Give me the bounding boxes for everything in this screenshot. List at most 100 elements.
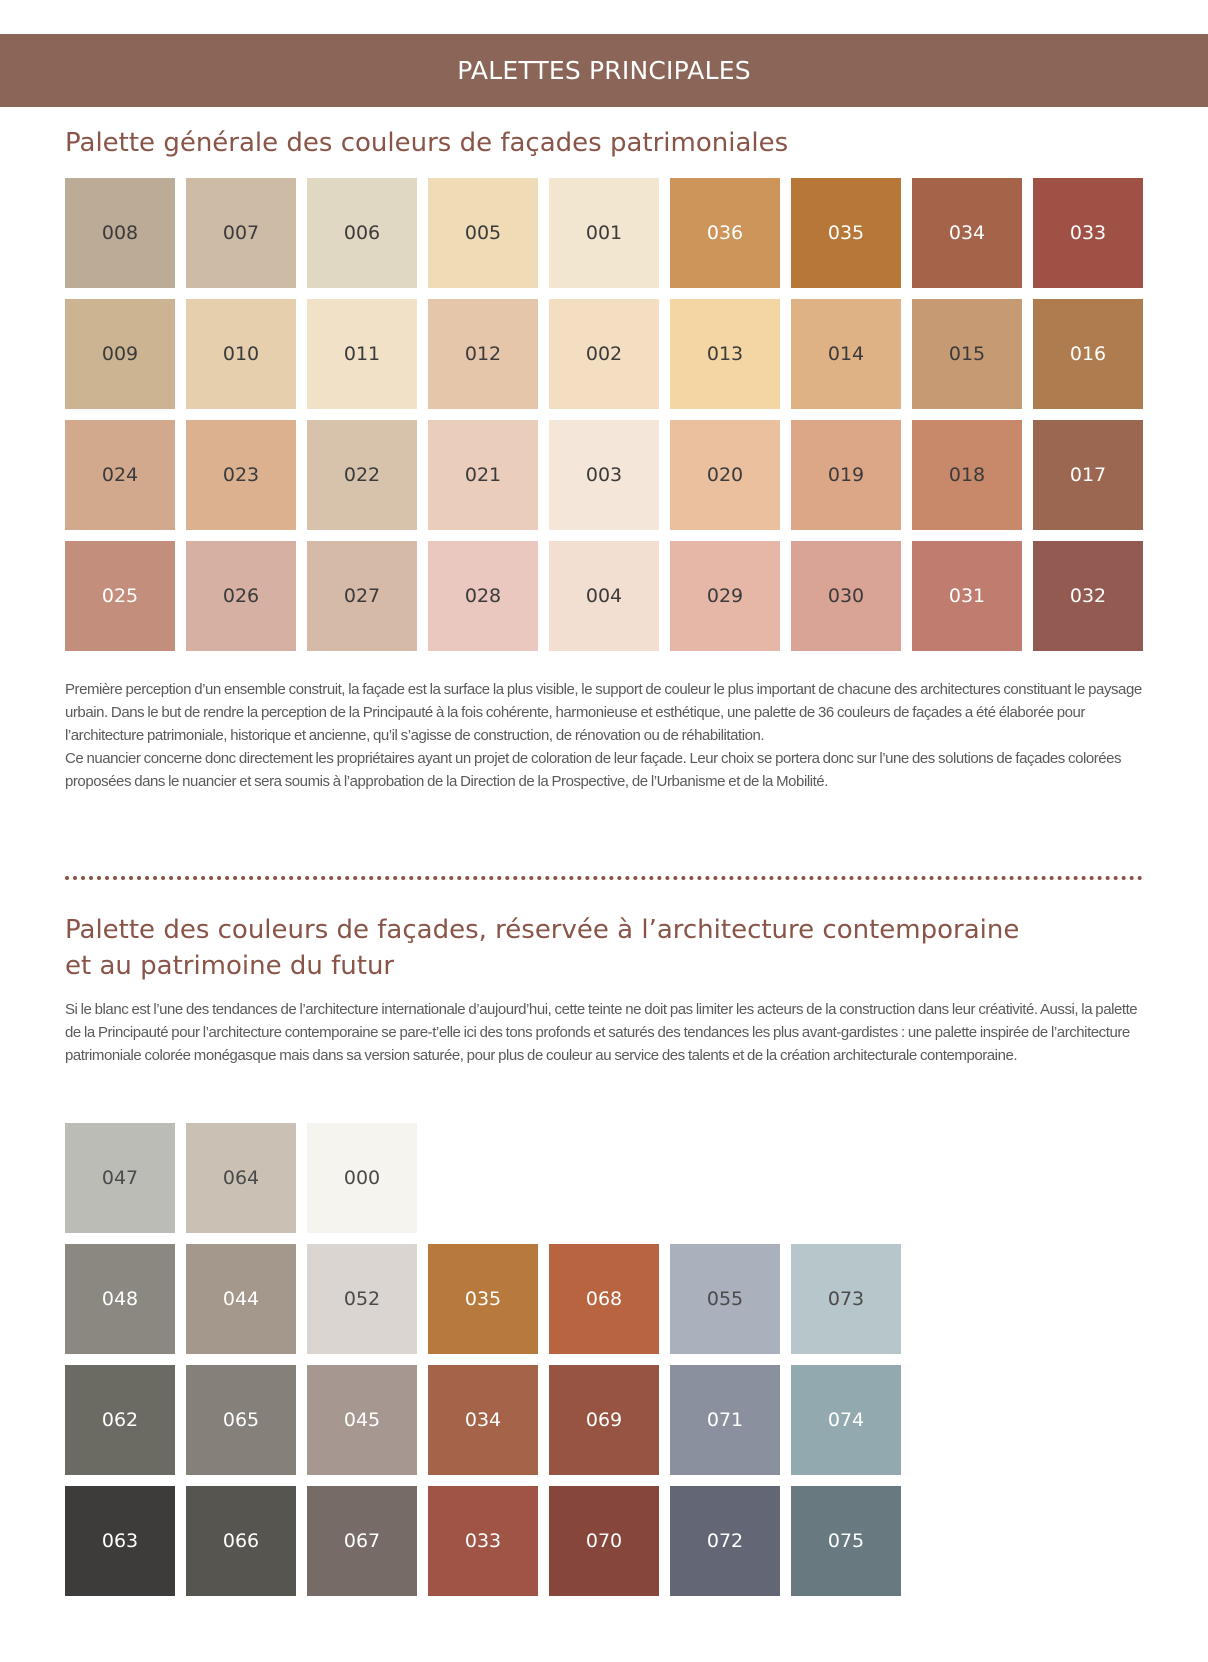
color-swatch: 044 — [186, 1244, 296, 1354]
color-swatch: 032 — [1033, 541, 1143, 651]
swatch-code: 022 — [343, 464, 381, 486]
swatch-code: 045 — [343, 1409, 381, 1431]
color-swatch: 013 — [670, 299, 780, 409]
swatch-code: 052 — [343, 1288, 381, 1310]
swatch-code: 065 — [222, 1409, 260, 1431]
color-swatch: 012 — [428, 299, 538, 409]
color-swatch: 034 — [912, 178, 1022, 288]
swatch-code: 014 — [827, 343, 865, 365]
color-swatch: 010 — [186, 299, 296, 409]
swatch-code: 007 — [222, 222, 260, 244]
swatch-code: 068 — [585, 1288, 623, 1310]
swatch-code: 011 — [343, 343, 381, 365]
color-swatch: 003 — [549, 420, 659, 530]
color-swatch: 005 — [428, 178, 538, 288]
swatch-code: 066 — [222, 1530, 260, 1552]
swatch-code: 019 — [827, 464, 865, 486]
color-swatch: 022 — [307, 420, 417, 530]
section2-title-line2: et au patrimoine du futur — [65, 951, 395, 981]
swatch-code: 031 — [948, 585, 986, 607]
color-swatch: 048 — [65, 1244, 175, 1354]
color-swatch: 008 — [65, 178, 175, 288]
swatch-code: 067 — [343, 1530, 381, 1552]
swatch-code: 015 — [948, 343, 986, 365]
swatch-code: 034 — [464, 1409, 502, 1431]
color-swatch: 019 — [791, 420, 901, 530]
color-swatch: 018 — [912, 420, 1022, 530]
color-swatch: 069 — [549, 1365, 659, 1475]
color-swatch: 000 — [307, 1123, 417, 1233]
color-swatch: 047 — [65, 1123, 175, 1233]
swatch-code: 001 — [585, 222, 623, 244]
swatch-code: 018 — [948, 464, 986, 486]
swatch-code: 010 — [222, 343, 260, 365]
color-swatch: 035 — [428, 1244, 538, 1354]
color-swatch: 035 — [791, 178, 901, 288]
swatch-code: 004 — [585, 585, 623, 607]
color-swatch: 073 — [791, 1244, 901, 1354]
swatch-code: 033 — [1069, 222, 1107, 244]
swatch-code: 021 — [464, 464, 502, 486]
color-swatch: 020 — [670, 420, 780, 530]
page-banner: PALETTES PRINCIPALES — [0, 34, 1208, 107]
color-swatch: 017 — [1033, 420, 1143, 530]
swatch-code: 003 — [585, 464, 623, 486]
color-swatch: 072 — [670, 1486, 780, 1596]
color-swatch: 063 — [65, 1486, 175, 1596]
banner-title: PALETTES PRINCIPALES — [457, 56, 751, 85]
swatch-code: 063 — [101, 1530, 139, 1552]
swatch-code: 069 — [585, 1409, 623, 1431]
color-swatch: 023 — [186, 420, 296, 530]
swatch-code: 073 — [827, 1288, 865, 1310]
color-swatch: 030 — [791, 541, 901, 651]
section2-title: Palette des couleurs de façades, réservé… — [65, 912, 1019, 984]
color-swatch: 034 — [428, 1365, 538, 1475]
swatch-code: 044 — [222, 1288, 260, 1310]
color-swatch: 067 — [307, 1486, 417, 1596]
color-swatch: 026 — [186, 541, 296, 651]
swatch-code: 023 — [222, 464, 260, 486]
swatch-code: 024 — [101, 464, 139, 486]
swatch-code: 036 — [706, 222, 744, 244]
swatch-code: 055 — [706, 1288, 744, 1310]
swatch-code: 026 — [222, 585, 260, 607]
color-swatch: 036 — [670, 178, 780, 288]
swatch-code: 025 — [101, 585, 139, 607]
color-swatch: 021 — [428, 420, 538, 530]
color-swatch: 070 — [549, 1486, 659, 1596]
swatch-code: 029 — [706, 585, 744, 607]
swatch-code: 000 — [343, 1167, 381, 1189]
color-swatch: 062 — [65, 1365, 175, 1475]
swatch-code: 017 — [1069, 464, 1107, 486]
swatch-code: 028 — [464, 585, 502, 607]
color-swatch: 015 — [912, 299, 1022, 409]
color-swatch: 065 — [186, 1365, 296, 1475]
swatch-code: 034 — [948, 222, 986, 244]
section1-paragraph: Première perception d’un ensemble constr… — [65, 681, 1142, 790]
color-swatch: 011 — [307, 299, 417, 409]
color-swatch: 031 — [912, 541, 1022, 651]
color-swatch: 007 — [186, 178, 296, 288]
swatch-code: 030 — [827, 585, 865, 607]
color-swatch: 002 — [549, 299, 659, 409]
color-swatch: 074 — [791, 1365, 901, 1475]
color-swatch: 071 — [670, 1365, 780, 1475]
section2-title-line1: Palette des couleurs de façades, réservé… — [65, 915, 1020, 945]
swatch-code: 005 — [464, 222, 502, 244]
color-swatch: 004 — [549, 541, 659, 651]
swatch-code: 006 — [343, 222, 381, 244]
color-swatch: 009 — [65, 299, 175, 409]
swatch-code: 002 — [585, 343, 623, 365]
color-swatch: 016 — [1033, 299, 1143, 409]
swatch-code: 020 — [706, 464, 744, 486]
swatch-code: 009 — [101, 343, 139, 365]
color-swatch: 033 — [428, 1486, 538, 1596]
color-swatch: 066 — [186, 1486, 296, 1596]
swatch-code: 074 — [827, 1409, 865, 1431]
swatch-code: 070 — [585, 1530, 623, 1552]
color-swatch: 068 — [549, 1244, 659, 1354]
swatch-code: 047 — [101, 1167, 139, 1189]
section2-paragraph: Si le blanc est l’une des tendances de l… — [65, 1001, 1138, 1064]
swatch-code: 012 — [464, 343, 502, 365]
swatch-code: 016 — [1069, 343, 1107, 365]
